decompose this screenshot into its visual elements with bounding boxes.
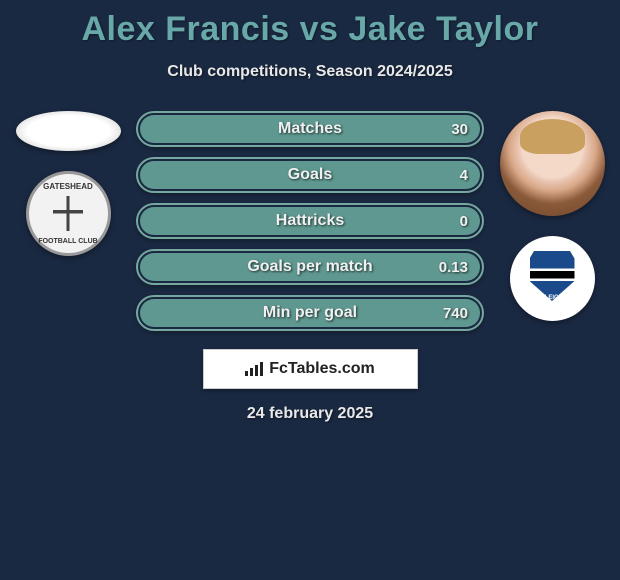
right-player-column: EASTLEIGH F.C. (492, 111, 612, 321)
club-left-top-text: GATESHEAD (43, 182, 93, 191)
stat-label: Min per goal (263, 304, 357, 322)
club-right-bottom-text: EASTLEIGH F.C. (529, 295, 576, 301)
player-left-club-badge: GATESHEAD FOOTBALL CLUB (26, 171, 111, 256)
stat-right-value: 30 (451, 121, 468, 138)
stat-bar-min-per-goal: Min per goal 740 (136, 295, 484, 331)
stat-label: Hattricks (276, 212, 344, 230)
player-left-avatar (16, 111, 121, 151)
stat-bar-matches: Matches 30 (136, 111, 484, 147)
stat-bar-goals: Goals 4 (136, 157, 484, 193)
player-right-avatar (500, 111, 605, 216)
stat-label: Goals (288, 166, 332, 184)
stats-column: Matches 30 Goals 4 Hattricks 0 Goals per… (128, 111, 492, 331)
club-left-bottom-text: FOOTBALL CLUB (38, 238, 97, 245)
brand-box[interactable]: FcTables.com (203, 349, 418, 389)
comparison-row: GATESHEAD FOOTBALL CLUB Matches 30 Goals… (0, 111, 620, 331)
stat-right-value: 0 (460, 213, 468, 230)
stat-bar-goals-per-match: Goals per match 0.13 (136, 249, 484, 285)
footer-date: 24 february 2025 (0, 405, 620, 423)
subtitle: Club competitions, Season 2024/2025 (0, 63, 620, 81)
stat-bar-hattricks: Hattricks 0 (136, 203, 484, 239)
stat-right-value: 4 (460, 167, 468, 184)
brand-text: FcTables.com (269, 360, 375, 378)
left-player-column: GATESHEAD FOOTBALL CLUB (8, 111, 128, 256)
page-title: Alex Francis vs Jake Taylor (0, 0, 620, 49)
stat-label: Goals per match (247, 258, 372, 276)
stat-right-value: 740 (443, 305, 468, 322)
bars-icon (245, 362, 263, 376)
stat-right-value: 0.13 (439, 259, 468, 276)
player-right-club-badge: EASTLEIGH F.C. (510, 236, 595, 321)
stat-label: Matches (278, 120, 342, 138)
